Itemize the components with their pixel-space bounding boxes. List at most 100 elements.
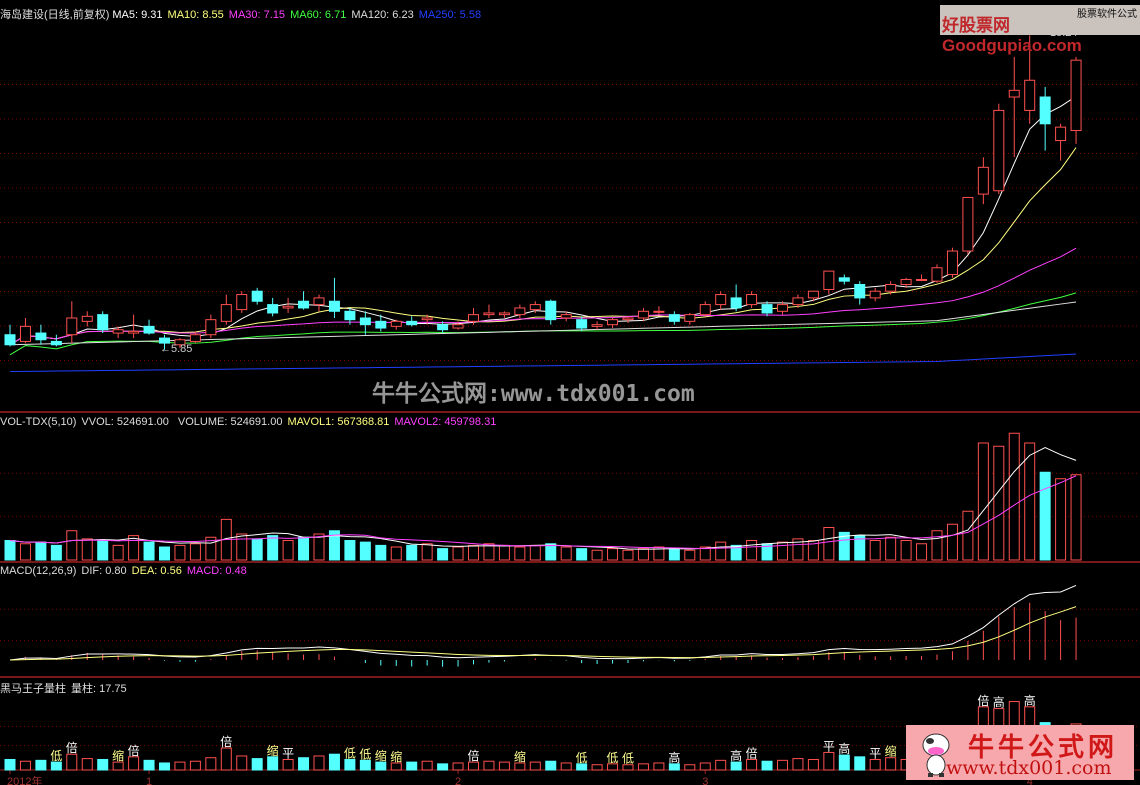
indicator-label: 缩 [514, 749, 526, 764]
indicator-label: 高 [668, 750, 680, 765]
indicator-label: 缩 [375, 748, 387, 763]
indicator-label: 高 [1024, 693, 1036, 708]
candle-body [143, 325, 155, 334]
candle-body [591, 324, 603, 327]
dea-value: DEA: 0.56 [131, 565, 182, 577]
indicator-bar [699, 762, 711, 771]
indicator-bar [437, 763, 449, 771]
volume-bar [715, 541, 727, 561]
vol-indicator-name: VOL-TDX(5,10) [0, 416, 77, 428]
cow-mascot-icon [922, 733, 950, 777]
indicator-label: 低 [607, 751, 619, 765]
ma10-line [9, 147, 1077, 346]
volume-bar [962, 510, 974, 561]
volume-bar [81, 538, 93, 561]
macd-indicator-name: MACD(12,26,9) [0, 565, 77, 577]
indicator-bar [730, 761, 742, 771]
candle-body [993, 109, 1005, 192]
volume-bar [746, 540, 758, 561]
volume-bar [498, 544, 510, 561]
volume-bar [823, 527, 835, 561]
candle-body [931, 267, 943, 282]
indicator-bar [421, 760, 433, 771]
main-header: 海岛建设(日线,前复权) MA5: 9.31 MA10: 8.55 MA30: 7.1… [0, 6, 486, 22]
volume-bar [560, 546, 572, 561]
vvol-value: VVOL: 524691.00 [81, 416, 169, 428]
indicator-bar [298, 757, 310, 771]
volume-bar [684, 549, 696, 561]
dea-line [9, 606, 1077, 661]
candle-body [962, 196, 974, 252]
candle-body [189, 334, 201, 342]
indicator-bar [174, 761, 186, 771]
candle-body [483, 312, 495, 316]
indicator-label: 倍 [977, 693, 989, 708]
candle-body [761, 304, 773, 314]
volume-bar [1008, 432, 1020, 561]
indicator-label: 平 [823, 739, 835, 753]
mavol1-value: MAVOL1: 567368.81 [287, 416, 390, 428]
volume-bar [344, 540, 356, 561]
indicator-name: 黑马王子量柱 [0, 683, 66, 695]
indicator-bar [792, 758, 804, 771]
volume-bar [112, 544, 124, 561]
indicator-bar [220, 747, 232, 771]
stock-title: 海岛建设(日线,前复权) [0, 9, 110, 21]
indicator-bar [390, 762, 402, 771]
volume-bar [977, 442, 989, 561]
indicator-label: 平 [282, 746, 294, 760]
volume-bar [607, 548, 619, 561]
candle-body [35, 332, 47, 341]
indicator-bar [251, 758, 263, 771]
indicator-label: 平 [869, 746, 881, 760]
candle-body [375, 320, 387, 329]
indicator-bar [653, 762, 665, 771]
mavol2-line [9, 475, 1077, 550]
x-axis-label: 1 [146, 776, 152, 785]
ma120-value: MA120: 6.23 [351, 9, 414, 21]
indicator-bar [854, 756, 866, 771]
indicator-bar [838, 754, 850, 771]
volume-bar [19, 543, 31, 561]
ma250-line [9, 353, 1077, 373]
candle-body [174, 339, 186, 346]
candle-body [916, 278, 928, 281]
volume-bar [900, 540, 912, 561]
goodgupiao-logo: 好股票网Goodgupiao.com 股票软件公式 [940, 5, 1140, 55]
indicator-bar [777, 759, 788, 771]
logo-url: www.tdx001.com [946, 757, 1112, 779]
candle-body [514, 307, 526, 316]
indicator-bar [81, 758, 93, 771]
candle-body [869, 290, 881, 299]
candle-body [715, 294, 727, 306]
volume-bar [66, 530, 78, 561]
volume-bar [576, 548, 588, 561]
indicator-label: 低 [622, 752, 634, 766]
dif-line [9, 584, 1077, 661]
candle-body [900, 278, 912, 286]
indicator-label: 倍 [468, 748, 480, 763]
volume-header: VOL-TDX(5,10) VVOL: 524691.00 VOLUME: 5246… [0, 416, 501, 428]
volume-bar [468, 544, 479, 561]
volume-bar [653, 546, 665, 561]
volume-bar [406, 544, 418, 561]
volume-bar [128, 535, 140, 561]
candle-body [97, 314, 109, 331]
candle-body [1039, 96, 1051, 125]
indicator-bar [807, 758, 819, 771]
volume-bar [143, 541, 155, 561]
candle-body [1055, 126, 1067, 142]
candle-body [622, 317, 634, 321]
candle-body [777, 304, 788, 312]
volume-bar [699, 546, 711, 561]
x-axis-label: 4 [1027, 776, 1033, 785]
volume-bar [159, 546, 170, 561]
ma60-value: MA60: 6.71 [290, 9, 347, 21]
candle-body [81, 315, 93, 322]
low-price-label: ←5.85 [160, 343, 193, 355]
ma250-value: MA250: 5.58 [418, 9, 482, 21]
indicator-bar [529, 761, 541, 771]
candle-body [653, 310, 665, 313]
candle-body [236, 294, 248, 311]
indicator-label: 缩 [267, 743, 279, 758]
